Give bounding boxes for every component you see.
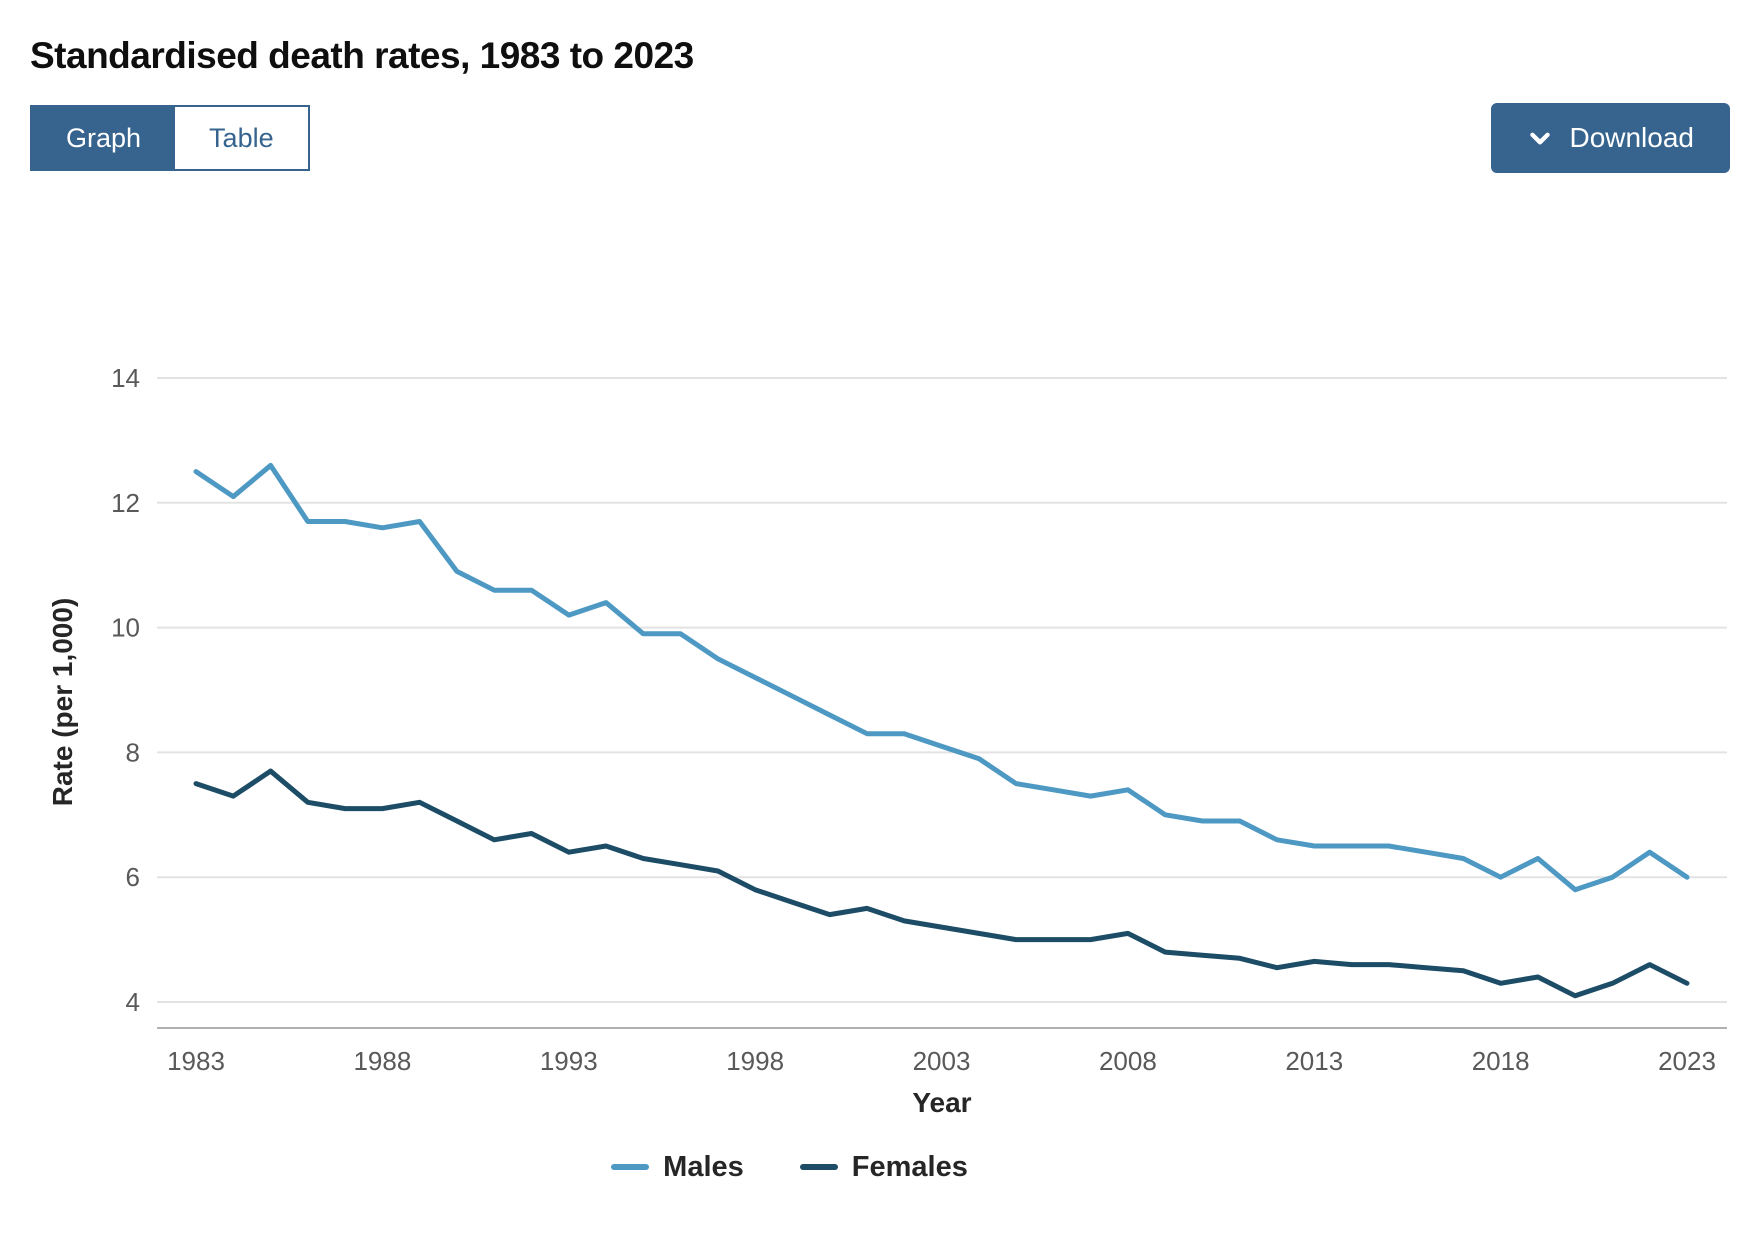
view-toggle: Graph Table — [30, 104, 310, 171]
page: Standardised death rates, 1983 to 2023 G… — [0, 24, 1749, 1239]
page-title: Standardised death rates, 1983 to 2023 — [30, 34, 694, 76]
x-axis-title: Year — [912, 1087, 971, 1118]
toolbar: Graph Table Download — [0, 102, 1749, 174]
x-tick-label: 2003 — [913, 1046, 971, 1076]
y-tick-label: 12 — [111, 487, 140, 517]
x-tick-label: 1983 — [167, 1046, 225, 1076]
chart-legend: Males Females — [611, 1151, 968, 1184]
x-tick-label: 2018 — [1472, 1046, 1530, 1076]
legend-item-females: Females — [799, 1150, 968, 1184]
tab-table[interactable]: Table — [175, 106, 308, 169]
x-tick-label: 1993 — [540, 1046, 598, 1076]
y-tick-label: 10 — [111, 612, 140, 642]
download-button[interactable]: Download — [1491, 102, 1730, 173]
males-line-swatch — [611, 1164, 650, 1171]
y-tick-label: 14 — [111, 363, 140, 393]
x-tick-label: 2013 — [1285, 1046, 1343, 1076]
females-line-swatch — [799, 1164, 838, 1171]
chevron-down-icon — [1527, 125, 1553, 151]
x-tick-label: 1988 — [353, 1046, 411, 1076]
males-line — [193, 462, 1690, 892]
y-tick-label: 8 — [126, 737, 140, 767]
x-tick-label: 2023 — [1658, 1046, 1716, 1076]
x-tick-label: 1998 — [726, 1046, 784, 1076]
y-tick-label: 4 — [126, 987, 140, 1017]
tab-graph[interactable]: Graph — [32, 106, 176, 169]
legend-label-males: Males — [663, 1150, 744, 1183]
females-line — [193, 768, 1690, 998]
download-button-label: Download — [1569, 121, 1694, 153]
chart-area: 14 12 10 8 6 4 1983 1988 1993 1998 2003 2008 2013 201… — [0, 312, 1749, 1129]
legend-row: Males Females — [0, 1151, 1749, 1184]
y-axis-title: Rate (per 1,000) — [47, 597, 78, 806]
legend-item-males: Males — [611, 1151, 744, 1184]
line-chart: 14 12 10 8 6 4 1983 1988 1993 1998 2003 2008 2013 201… — [47, 363, 1727, 1118]
legend-label-females: Females — [851, 1150, 968, 1183]
x-tick-label: 2008 — [1099, 1046, 1157, 1076]
y-tick-label: 6 — [126, 862, 140, 892]
